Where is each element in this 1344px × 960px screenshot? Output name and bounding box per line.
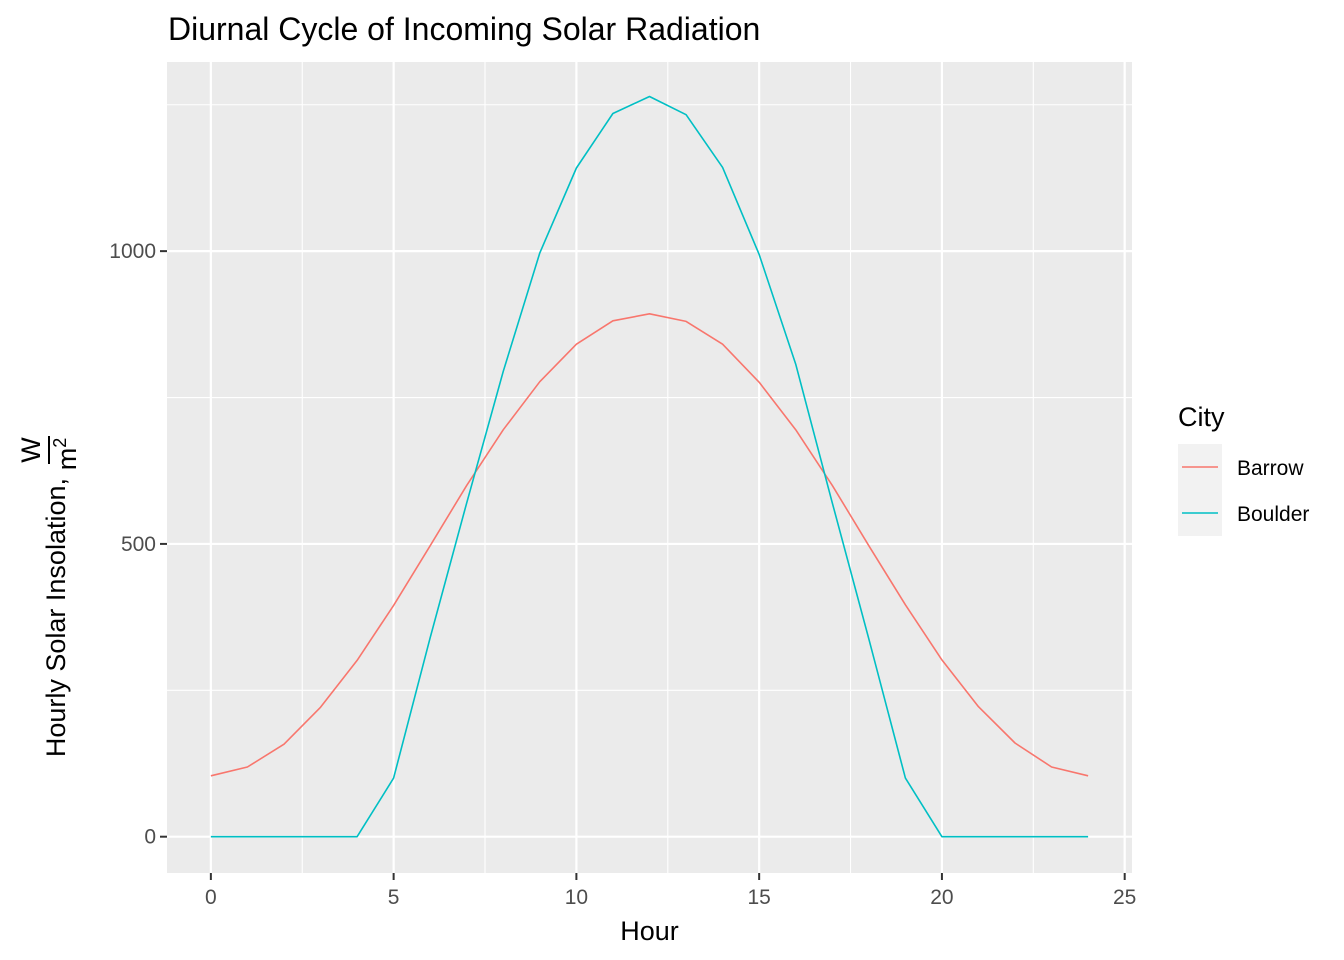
y-tick-label: 1000 xyxy=(109,240,156,263)
x-axis-title: Hour xyxy=(620,916,679,946)
y-axis-title-exponent: 2 xyxy=(50,438,70,448)
x-tick-label: 15 xyxy=(747,886,770,909)
x-tick-label: 10 xyxy=(565,886,588,909)
y-axis-ticks: 0 500 1000 xyxy=(109,240,167,849)
x-tick-label: 0 xyxy=(205,886,217,909)
x-tick-label: 20 xyxy=(930,886,953,909)
series-layer xyxy=(210,95,1089,838)
plot-panel xyxy=(167,62,1132,873)
y-axis-title-main: Hourly Solar Insolation, xyxy=(41,478,71,757)
y-axis-title-numerator: W xyxy=(16,437,46,463)
y-tick-label: 500 xyxy=(121,533,156,556)
x-tick-label: 25 xyxy=(1113,886,1136,909)
grid-major xyxy=(167,62,1132,873)
legend-label-boulder: Boulder xyxy=(1237,503,1309,526)
y-tick-label: 0 xyxy=(144,826,156,849)
series-line-boulder xyxy=(210,95,1089,838)
legend-label-barrow: Barrow xyxy=(1237,457,1304,480)
legend-items: Barrow Boulder xyxy=(1178,444,1309,536)
x-axis-ticks: 0 5 10 15 20 25 xyxy=(205,873,1136,909)
y-axis-title-denominator: m2 xyxy=(50,438,82,471)
series-line-barrow xyxy=(210,312,1089,777)
x-tick-label: 5 xyxy=(388,886,400,909)
chart-title: Diurnal Cycle of Incoming Solar Radiatio… xyxy=(168,11,760,47)
grid-minor xyxy=(167,62,1132,873)
legend-title: City xyxy=(1178,402,1225,432)
legend: City Barrow Boulder xyxy=(1178,402,1309,536)
y-axis-title-denominator-base: m xyxy=(52,448,82,471)
y-axis-title: Hourly Solar Insolation, W m2 xyxy=(16,436,82,757)
